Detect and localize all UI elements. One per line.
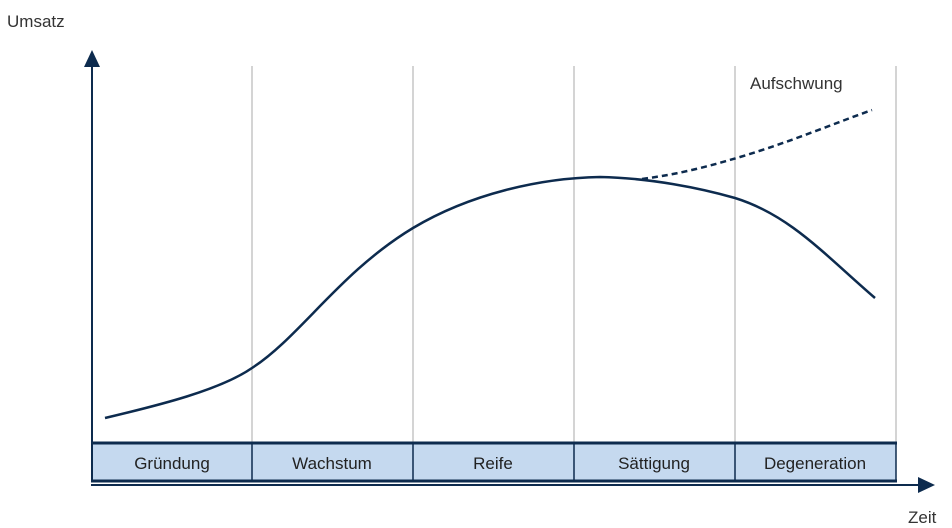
phase-label-reife: Reife: [473, 454, 513, 473]
phase-label-wachstum: Wachstum: [292, 454, 372, 473]
phase-dividers: [251, 66, 897, 443]
axes: [84, 50, 935, 493]
life-cycle-curve: [104, 175, 876, 420]
phase-label-degeneration: Degeneration: [764, 454, 866, 473]
phase-band-background: [91, 442, 897, 482]
x-axis-label: Zeit: [908, 508, 937, 527]
upswing-label: Aufschwung: [750, 74, 843, 93]
y-axis-arrow-icon: [84, 50, 100, 67]
y-axis-label: Umsatz: [7, 12, 65, 31]
upswing-curve: [641, 108, 873, 181]
phase-band: Gründung Wachstum Reife Sättigung Degene…: [91, 441, 897, 483]
x-axis-arrow-icon: [918, 477, 935, 493]
phase-label-saettigung: Sättigung: [618, 454, 690, 473]
phase-label-gruendung: Gründung: [134, 454, 210, 473]
